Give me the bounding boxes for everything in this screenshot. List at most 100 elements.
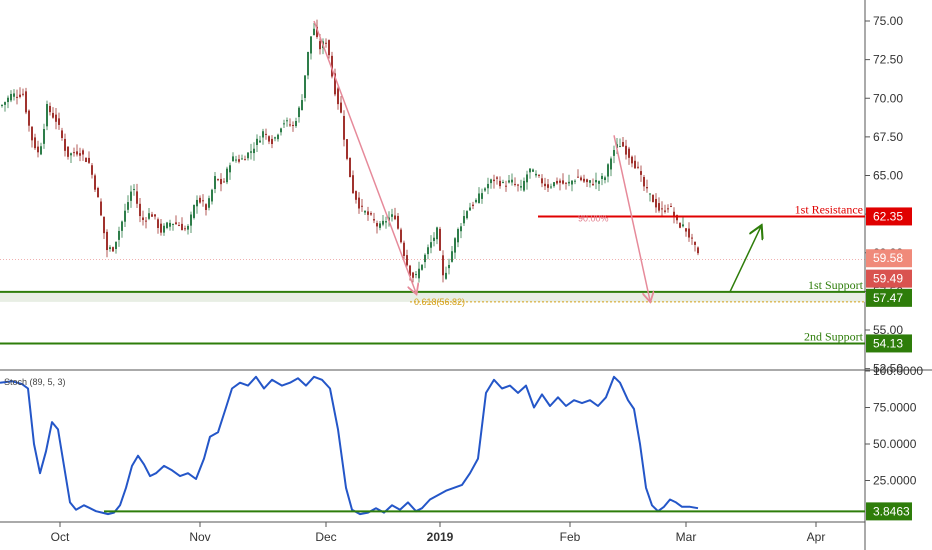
price-tick-label: 65.00 bbox=[873, 169, 903, 183]
candle-body bbox=[628, 148, 630, 158]
candle-body bbox=[412, 272, 414, 278]
candle-body bbox=[64, 138, 66, 151]
price-tick-label: 72.50 bbox=[873, 53, 903, 67]
month-tick-label: Mar bbox=[676, 530, 697, 544]
candle-body bbox=[34, 137, 36, 149]
candle-body bbox=[472, 204, 474, 207]
candle-body bbox=[553, 182, 555, 187]
candle-body bbox=[478, 193, 480, 204]
candle-body bbox=[301, 100, 303, 111]
candle-body bbox=[520, 186, 522, 188]
candle-body bbox=[523, 180, 525, 191]
candle-body bbox=[409, 265, 411, 276]
candle-body bbox=[607, 164, 609, 177]
candle-body bbox=[613, 149, 615, 156]
time-axis-ticks: Oct Nov Dec 2019 Feb Mar Apr bbox=[51, 522, 825, 544]
candle-body bbox=[109, 247, 111, 250]
candle-body bbox=[658, 203, 660, 211]
candle-body bbox=[304, 75, 306, 98]
candle-body bbox=[376, 223, 378, 227]
support-band bbox=[0, 291, 865, 302]
candle-body bbox=[25, 91, 27, 113]
resistance-1-label: 1st Resistance bbox=[795, 202, 863, 216]
stoch-value-text: 3.8463 bbox=[873, 504, 910, 518]
candle-body bbox=[319, 41, 321, 50]
candle-body bbox=[232, 156, 234, 162]
candle-body bbox=[58, 118, 60, 125]
support-2-tag-box bbox=[866, 334, 912, 353]
candle-body bbox=[586, 179, 588, 183]
candle-body bbox=[184, 228, 186, 230]
price-tags: 62.35 59.58 59.49 57.47 54.13 bbox=[866, 207, 912, 353]
candle-body bbox=[418, 268, 420, 279]
month-tick-label: 2019 bbox=[427, 530, 454, 544]
candle-body bbox=[610, 158, 612, 170]
candle-body bbox=[235, 159, 237, 161]
candle-body bbox=[289, 124, 291, 126]
candle-body bbox=[484, 188, 486, 191]
candle-body bbox=[460, 226, 462, 232]
candle-body bbox=[475, 199, 477, 203]
stoch-tick-label: 75.0000 bbox=[873, 401, 917, 415]
candle-body bbox=[514, 183, 516, 185]
bounce-arrow bbox=[729, 226, 761, 293]
candle-body bbox=[466, 211, 468, 219]
candle-body bbox=[241, 158, 243, 160]
candle-body bbox=[151, 214, 153, 217]
price-tag-b-box bbox=[866, 269, 912, 288]
candle-body bbox=[493, 179, 495, 182]
candle-body bbox=[517, 184, 519, 186]
ratio-label: 90.00% bbox=[578, 213, 609, 223]
candle-body bbox=[133, 189, 135, 191]
candle-body bbox=[67, 146, 69, 157]
candle-body bbox=[403, 242, 405, 256]
month-tick-label: Dec bbox=[315, 530, 336, 544]
price-tag-a-box bbox=[866, 249, 912, 268]
candle-body bbox=[217, 179, 219, 181]
candle-body bbox=[673, 211, 675, 218]
candle-body bbox=[619, 146, 621, 148]
candle-body bbox=[664, 210, 666, 212]
candle-body bbox=[7, 97, 9, 103]
candle-body bbox=[166, 222, 168, 229]
candle-body bbox=[43, 128, 45, 144]
stoch-tick-label: 25.0000 bbox=[873, 474, 917, 488]
candle-body bbox=[457, 229, 459, 243]
resistance-1-tag-box bbox=[866, 207, 912, 226]
candle-body bbox=[76, 151, 78, 155]
candle-body bbox=[10, 93, 12, 101]
candle-body bbox=[46, 104, 48, 127]
candle-body bbox=[439, 228, 441, 251]
candle-body bbox=[4, 102, 6, 105]
candle-body bbox=[28, 110, 30, 126]
candle-body bbox=[208, 198, 210, 208]
candle-body bbox=[13, 93, 15, 97]
candle-body bbox=[340, 102, 342, 113]
candle-body bbox=[499, 180, 501, 187]
candle-body bbox=[580, 177, 582, 181]
candle-body bbox=[127, 202, 129, 210]
candle-body bbox=[349, 157, 351, 178]
level-lines bbox=[0, 215, 865, 345]
stochastic-panel: 25.0000 50.0000 75.0000 100.0000 3.8463 bbox=[0, 364, 923, 521]
candle-body bbox=[112, 247, 114, 252]
candle-body bbox=[193, 204, 195, 218]
candle-body bbox=[85, 157, 87, 162]
candle-body bbox=[190, 214, 192, 226]
candle-body bbox=[328, 40, 330, 56]
candle-body bbox=[334, 73, 336, 95]
candle-body bbox=[562, 180, 564, 184]
candle-body bbox=[265, 133, 267, 135]
candle-body bbox=[532, 169, 534, 172]
fib-label: 0.618(56.82) bbox=[414, 297, 465, 307]
candle-body bbox=[274, 137, 276, 139]
candle-body bbox=[652, 194, 654, 203]
projection-arrows bbox=[313, 20, 761, 301]
price-tick-label: 75.00 bbox=[873, 14, 903, 28]
support-1-tag-box bbox=[866, 288, 912, 307]
candle-body bbox=[637, 166, 639, 168]
projection-arrow bbox=[313, 20, 416, 293]
candle-body bbox=[694, 241, 696, 245]
